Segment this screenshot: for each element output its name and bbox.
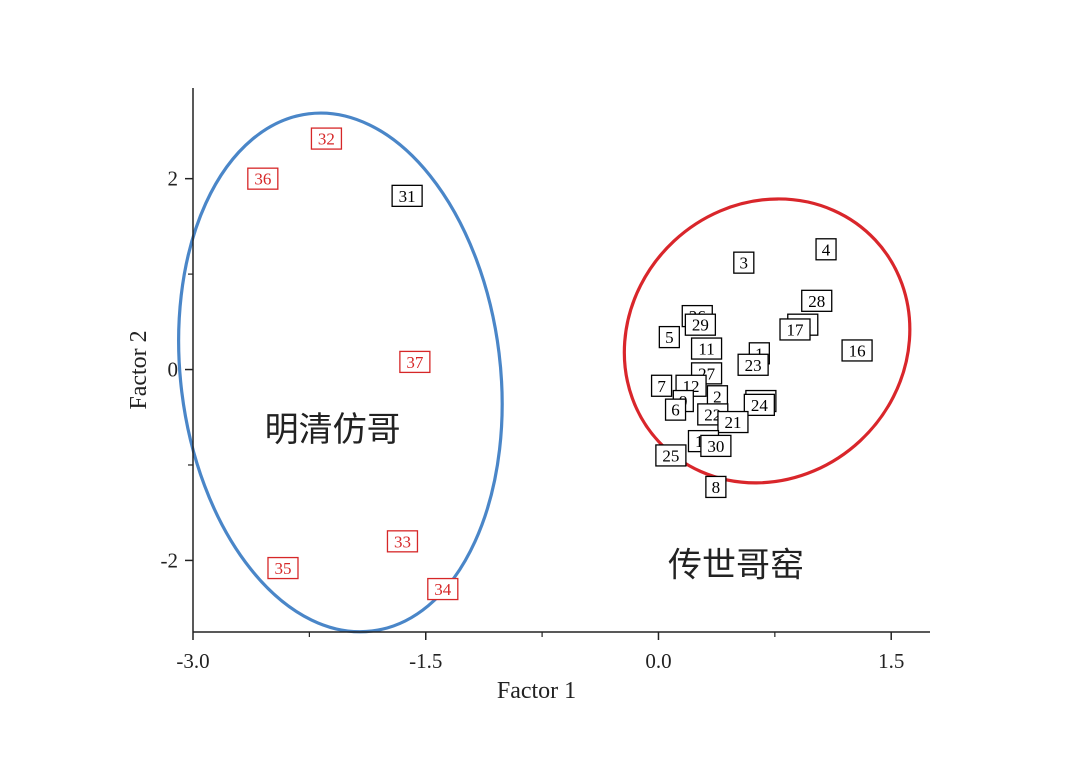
point-marker [655,444,687,467]
point-5: 5 [658,325,680,349]
point-marker [690,337,723,360]
point-marker [743,393,775,417]
point-3: 3 [733,251,755,274]
x-tick-label: -1.5 [409,649,442,673]
point-marker [658,325,680,349]
x-tick-label: 0.0 [645,649,671,673]
y-tick-label: 2 [168,167,179,191]
point-30: 30 [700,434,732,458]
point-marker [779,318,811,341]
point-label: 3 [740,254,749,273]
point-label: 11 [698,340,714,359]
point-marker [650,374,673,397]
point-label: 4 [822,240,831,259]
point-32: 32 [310,127,343,150]
point-34: 34 [427,577,459,601]
point-marker [737,353,769,376]
point-marker [267,556,299,580]
point-marker [391,184,423,207]
point-7: 7 [650,374,673,397]
point-label: 24 [751,396,769,415]
point-marker [733,251,755,274]
y-tick-label: -2 [161,548,179,572]
point-label: 34 [434,580,452,599]
point-marker [386,530,419,553]
point-marker [705,475,727,499]
point-label: 32 [318,130,335,149]
point-28: 28 [801,289,833,312]
point-16: 16 [841,339,873,362]
point-label: 33 [394,532,411,551]
point-marker [717,410,749,434]
point-label: 2 [713,387,722,406]
point-35: 35 [267,556,299,580]
point-label: 35 [274,559,291,578]
cluster-ellipse-2 [622,197,912,485]
point-marker [399,350,431,374]
point-label: 17 [787,320,805,339]
group-label-1: 明清仿哥 [265,411,401,449]
point-label: 25 [662,446,679,465]
point-31: 31 [391,184,423,207]
x-tick-label: -3.0 [176,649,209,673]
point-label: 21 [724,413,741,432]
point-33: 33 [386,530,419,553]
point-label: 8 [712,478,721,497]
point-11: 11 [690,337,723,360]
point-29: 29 [684,313,717,336]
point-label: 5 [665,328,674,347]
point-marker [700,434,732,458]
point-37: 37 [399,350,431,374]
point-label: 36 [254,170,271,189]
point-label: 23 [745,356,762,375]
point-label: 30 [707,437,724,456]
x-axis-title: Factor 1 [497,678,576,704]
point-marker [247,167,279,190]
point-label: 37 [406,353,424,372]
point-25: 25 [655,444,687,467]
point-marker [841,339,873,362]
point-label: 22 [704,405,721,424]
point-marker [801,289,833,312]
point-24: 24 [743,393,775,417]
x-tick-label: 1.5 [878,649,904,673]
point-6: 6 [664,398,687,421]
point-label: 31 [399,187,416,206]
point-marker [684,313,717,336]
data-points: 3236373335343134281817162629511123277129… [247,127,873,601]
axes: -3.0 -1.5 0.0 1.5 -2 0 2 Factor 1 Factor 2 [126,88,930,704]
cluster-ellipses [177,111,912,634]
y-tick-label: 0 [168,358,179,382]
point-label: 7 [657,377,666,396]
point-4: 4 [815,238,837,261]
point-marker [310,127,343,150]
point-17: 17 [779,318,811,341]
point-label: 16 [849,341,866,360]
point-21: 21 [717,410,749,434]
point-marker [664,398,687,421]
cluster-ellipse-1 [177,111,504,634]
point-label: 28 [808,292,825,311]
point-8: 8 [705,475,727,499]
point-label: 6 [671,401,680,420]
point-36: 36 [247,167,279,190]
point-23: 23 [737,353,769,376]
point-marker [427,577,459,601]
y-axis-title: Factor 2 [126,330,152,409]
group-label-2: 传世哥窑 [668,547,804,585]
point-marker [815,238,837,261]
point-label: 29 [692,316,709,335]
